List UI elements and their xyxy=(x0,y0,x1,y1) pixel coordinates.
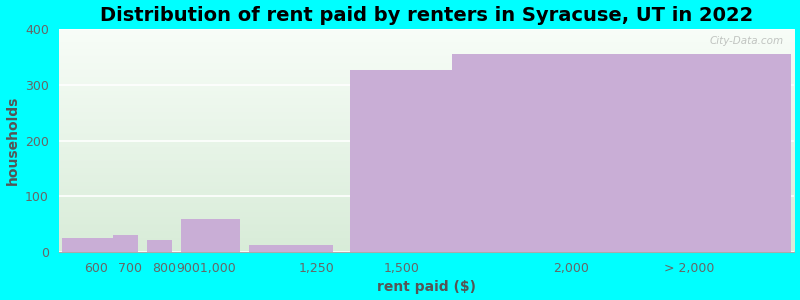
Y-axis label: households: households xyxy=(6,96,19,185)
Bar xyxy=(452,54,588,252)
Bar xyxy=(62,238,113,252)
Bar xyxy=(249,245,334,252)
Text: City-Data.com: City-Data.com xyxy=(710,36,783,46)
Bar xyxy=(147,240,172,252)
Bar xyxy=(113,236,138,252)
Bar xyxy=(181,219,240,252)
Bar xyxy=(588,54,791,252)
Title: Distribution of rent paid by renters in Syracuse, UT in 2022: Distribution of rent paid by renters in … xyxy=(100,6,754,25)
Bar xyxy=(350,70,452,252)
X-axis label: rent paid ($): rent paid ($) xyxy=(377,280,476,294)
